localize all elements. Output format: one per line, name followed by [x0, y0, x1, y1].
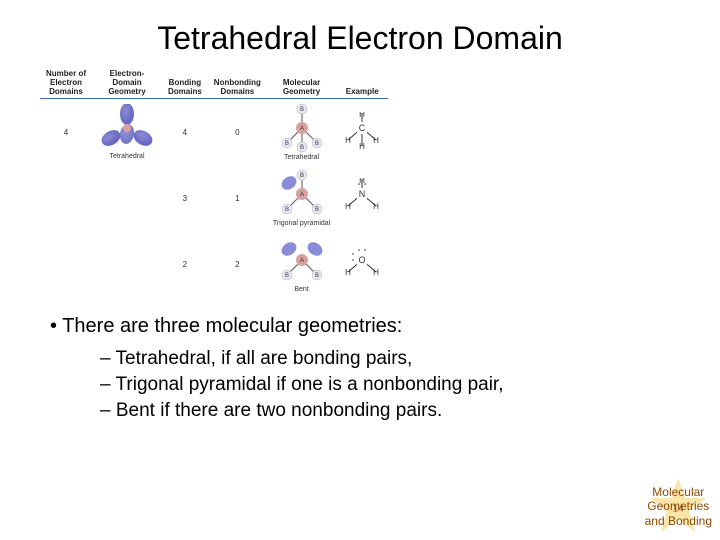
column-header: MolecularGeometry — [267, 67, 336, 99]
ed-geometry-cell — [92, 231, 162, 297]
ed-geometry-cell: Tetrahedral — [92, 99, 162, 166]
svg-text:B: B — [315, 207, 319, 213]
geometry-table-wrap: Number ofElectronDomainsElectron-DomainG… — [40, 67, 680, 297]
sub-bullet: Trigonal pyramidal if one is a nonbondin… — [100, 374, 680, 396]
nonbonding-cell: 0 — [208, 99, 267, 166]
mol-geometry-cell: BBBB A Tetrahedral — [267, 99, 336, 166]
svg-text:B: B — [300, 107, 304, 113]
svg-text:A: A — [300, 192, 304, 198]
page-number: 14 — [673, 504, 684, 516]
table-row: 4 Tetrahedral40 BBBB A Tetrahedral HHHH … — [40, 99, 388, 166]
column-header: Number ofElectronDomains — [40, 67, 92, 99]
num-domains-cell — [40, 165, 92, 231]
svg-text:B: B — [300, 145, 304, 151]
main-bullet: There are three molecular geometries: — [50, 315, 680, 338]
svg-text:A: A — [300, 126, 304, 132]
num-domains-cell — [40, 231, 92, 297]
svg-text:B: B — [300, 173, 304, 179]
svg-text:B: B — [285, 273, 289, 279]
column-header: Electron-DomainGeometry — [92, 67, 162, 99]
example-cell: H H O — [336, 231, 388, 297]
example-cell: HHH N — [336, 165, 388, 231]
svg-text:O: O — [359, 255, 366, 265]
example-cell: HHHH C — [336, 99, 388, 166]
svg-text:H: H — [373, 136, 379, 145]
svg-text:B: B — [285, 141, 289, 147]
geometry-table: Number ofElectronDomainsElectron-DomainG… — [40, 67, 388, 297]
column-header: NonbondingDomains — [208, 67, 267, 99]
table-row: 31 BBB A Trigonal pyramidal HHH N — [40, 165, 388, 231]
bonding-cell: 3 — [162, 165, 208, 231]
column-header: BondingDomains — [162, 67, 208, 99]
sub-bullet: Tetrahedral, if all are bonding pairs, — [100, 348, 680, 370]
slide-title: Tetrahedral Electron Domain — [40, 20, 680, 57]
svg-text:B: B — [315, 141, 319, 147]
mol-geometry-cell: BBB A Trigonal pyramidal — [267, 165, 336, 231]
svg-text:H: H — [345, 268, 351, 277]
svg-text:B: B — [315, 273, 319, 279]
svg-text:C: C — [359, 123, 366, 133]
svg-text:B: B — [285, 207, 289, 213]
bonding-cell: 2 — [162, 231, 208, 297]
svg-text:A: A — [300, 258, 304, 264]
bonding-cell: 4 — [162, 99, 208, 166]
footer-line1: Molecular — [652, 485, 704, 499]
column-header: Example — [336, 67, 388, 99]
svg-text:H: H — [345, 136, 351, 145]
svg-text:H: H — [373, 202, 379, 211]
svg-text:H: H — [359, 142, 365, 151]
svg-text:H: H — [345, 202, 351, 211]
nonbonding-cell: 1 — [208, 165, 267, 231]
svg-text:N: N — [359, 189, 366, 199]
ed-geometry-cell — [92, 165, 162, 231]
svg-text:H: H — [373, 268, 379, 277]
footer-badge: Molecular Geometries and Bonding 14 — [645, 485, 712, 528]
mol-geometry-cell: BB A Bent — [267, 231, 336, 297]
sub-bullet-list: Tetrahedral, if all are bonding pairs, Tr… — [100, 348, 680, 422]
num-domains-cell: 4 — [40, 99, 92, 166]
sub-bullet: Bent if there are two nonbonding pairs. — [100, 400, 680, 422]
svg-text:H: H — [359, 112, 365, 119]
nonbonding-cell: 2 — [208, 231, 267, 297]
table-row: 22 BB A Bent HH O — [40, 231, 388, 297]
